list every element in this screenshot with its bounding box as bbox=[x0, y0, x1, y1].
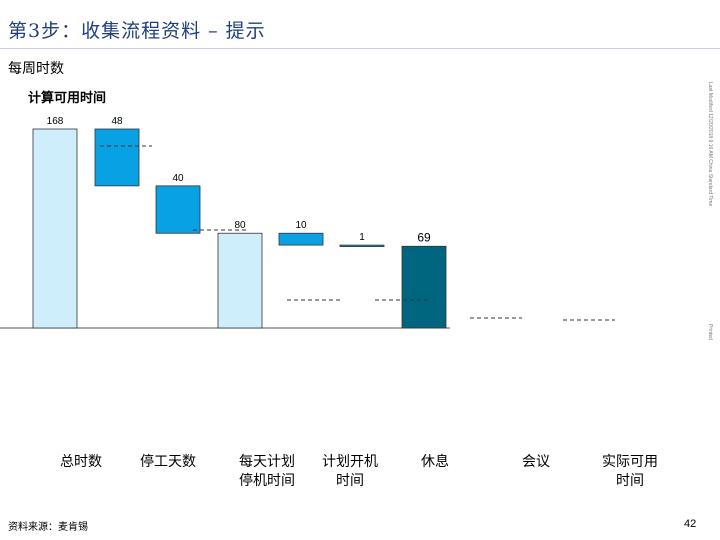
chart-title: 计算可用时间 bbox=[28, 91, 107, 106]
category-label-planned-daily-downtime: 每天计划 停机时间 bbox=[239, 454, 295, 489]
data-label-0: 168 bbox=[47, 116, 64, 127]
data-label-2: 40 bbox=[172, 173, 184, 184]
bar-2 bbox=[155, 185, 201, 234]
category-label-meetings: 会议 bbox=[522, 454, 550, 470]
data-label-1: 48 bbox=[111, 116, 123, 127]
category-label-downtime-days: 停工天数 bbox=[140, 454, 196, 470]
bar-4 bbox=[278, 232, 324, 246]
category-label-breaks: 休息 bbox=[421, 454, 449, 470]
slide-subtitle: 每周时数 bbox=[8, 61, 64, 77]
bar-6 bbox=[401, 245, 447, 329]
slide-title: 第3步：收集流程资料 – 提示 bbox=[8, 20, 266, 42]
bar-3 bbox=[217, 232, 263, 329]
data-label-4: 10 bbox=[295, 220, 307, 231]
title-divider bbox=[0, 48, 720, 49]
category-label-planned-run-time: 计划开机 时间 bbox=[322, 454, 378, 489]
data-label-6: 69 bbox=[417, 230, 431, 244]
data-label-3: 80 bbox=[234, 220, 246, 231]
bar-5 bbox=[339, 244, 385, 247]
data-label-5: 1 bbox=[359, 232, 365, 243]
category-label-actual-available-time: 实际可用 时间 bbox=[602, 454, 658, 489]
bar-1 bbox=[94, 128, 140, 187]
printed-note: Printed bbox=[707, 324, 713, 340]
page-number: 42 bbox=[684, 518, 697, 530]
category-label-total-hours: 总时数 bbox=[60, 454, 102, 470]
bar-0 bbox=[32, 128, 78, 329]
source-note: 资料来源：麦肯锡 bbox=[8, 522, 88, 533]
last-modified-note: Last Modified 12/20/2018 9:16 AM China S… bbox=[707, 82, 713, 207]
